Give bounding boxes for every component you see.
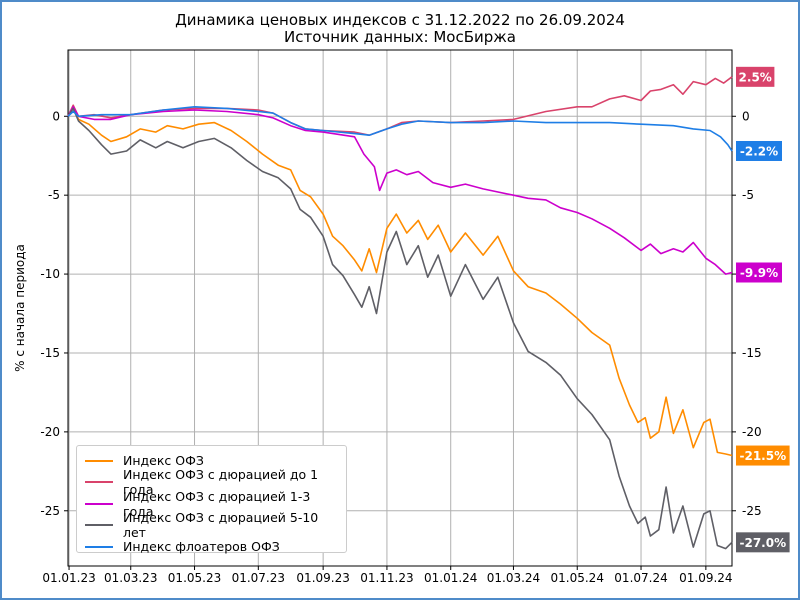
legend-label: Индекс ОФЗ с дюрацией 5-10 лет: [123, 510, 319, 541]
y-tick-label-right: -20: [742, 425, 762, 439]
end-label-text: 2.5%: [739, 70, 772, 84]
end-label-ofz-dur-5-10: -27.0%: [736, 532, 790, 553]
x-tick-label: 01.01.24: [424, 571, 477, 585]
end-label-box: [736, 445, 790, 466]
end-label-box: [736, 262, 782, 283]
legend-item-ofz-dur-1-3: Индекс ОФЗ с дюрацией 1-3 года: [85, 489, 338, 519]
x-tick-label: 01.05.23: [168, 571, 221, 585]
chart-header: Динамика ценовых индексов с 31.12.2022 п…: [0, 12, 800, 46]
x-tick-label: 01.05.24: [551, 571, 604, 585]
series-line-ofz-floaters: [67, 106, 733, 152]
legend-item-ofz: Индекс ОФЗ: [85, 450, 338, 472]
legend-item-ofz-dur-5-10: Индекс ОФЗ с дюрацией 5-10 лет: [85, 510, 338, 540]
legend-swatch: [85, 545, 113, 548]
legend-swatch: [85, 459, 113, 462]
y-axis-label: % с начала периода: [13, 244, 27, 372]
x-tick-label: 01.09.23: [296, 571, 349, 585]
legend: Индекс ОФЗ Индекс ОФЗ с дюрацией до 1 год…: [76, 445, 347, 554]
legend-label: Индекс ОФЗ с дюрацией до 1 года: [123, 467, 319, 498]
plot-area: [67, 49, 733, 567]
y-tick-label-left: 0: [52, 109, 60, 123]
series-line-ofz: [67, 107, 733, 457]
axis-ticks: 01.01.23 01.03.23 01.05.23 01.07.23 01.09.23…: [40, 109, 761, 585]
end-label-ofz-dur-1-3: -9.9%: [736, 262, 782, 283]
end-label-box: [736, 532, 790, 553]
y-tick-label-right: -25: [742, 504, 762, 518]
end-label-ofz-floaters: -2.2%: [736, 140, 782, 161]
legend-label: Индекс ОФЗ с дюрацией 1-3 года: [123, 488, 311, 519]
chart-subtitle: Источник данных: МосБиржа: [284, 28, 516, 46]
x-tick-label: 01.01.23: [42, 571, 95, 585]
series-line-ofz-dur-1-3: [67, 106, 733, 275]
y-tick-label-right: -5: [742, 188, 754, 202]
legend-swatch: [85, 502, 113, 505]
x-tick-label: 01.07.24: [614, 571, 667, 585]
legend-swatch: [85, 524, 113, 527]
end-label-ofz: -21.5%: [736, 445, 790, 466]
y-tick-label-left: -25: [40, 504, 60, 518]
y-tick-label-left: -5: [48, 188, 60, 202]
legend-item-ofz-dur-0-1: Индекс ОФЗ с дюрацией до 1 года: [85, 467, 338, 497]
x-tick-label: 01.07.23: [232, 571, 285, 585]
end-labels: -21.5% 2.5% -9.9% -27.0% -2.2%: [736, 66, 790, 553]
end-label-text: -27.0%: [739, 536, 786, 550]
end-label-box: [736, 66, 775, 87]
chart-title: Динамика ценовых индексов с 31.12.2022 п…: [175, 11, 625, 29]
x-tick-label: 01.11.23: [360, 571, 413, 585]
series-line-ofz-dur-5-10: [67, 107, 733, 550]
y-tick-label-right: 0: [742, 109, 750, 123]
x-tick-label: 01.03.24: [487, 571, 540, 585]
end-label-text: -9.9%: [740, 266, 778, 280]
x-tick-label: 01.09.24: [679, 571, 732, 585]
end-label-ofz-dur-0-1: 2.5%: [736, 66, 775, 87]
legend-label: Индекс флоатеров ОФЗ: [123, 539, 280, 555]
y-tick-label-left: -15: [40, 346, 60, 360]
x-tick-label: 01.03.23: [104, 571, 157, 585]
y-tick-label-right: -15: [742, 346, 762, 360]
end-label-text: -21.5%: [739, 449, 786, 463]
series-lines: [67, 76, 733, 550]
y-tick-label-left: -20: [40, 425, 60, 439]
legend-label: Индекс ОФЗ: [123, 453, 204, 469]
end-label-text: -2.2%: [740, 144, 778, 158]
legend-swatch: [85, 481, 113, 484]
y-tick-label-left: -10: [40, 267, 60, 281]
legend-item-ofz-floaters: Индекс флоатеров ОФЗ: [85, 536, 338, 558]
end-label-box: [736, 140, 782, 161]
